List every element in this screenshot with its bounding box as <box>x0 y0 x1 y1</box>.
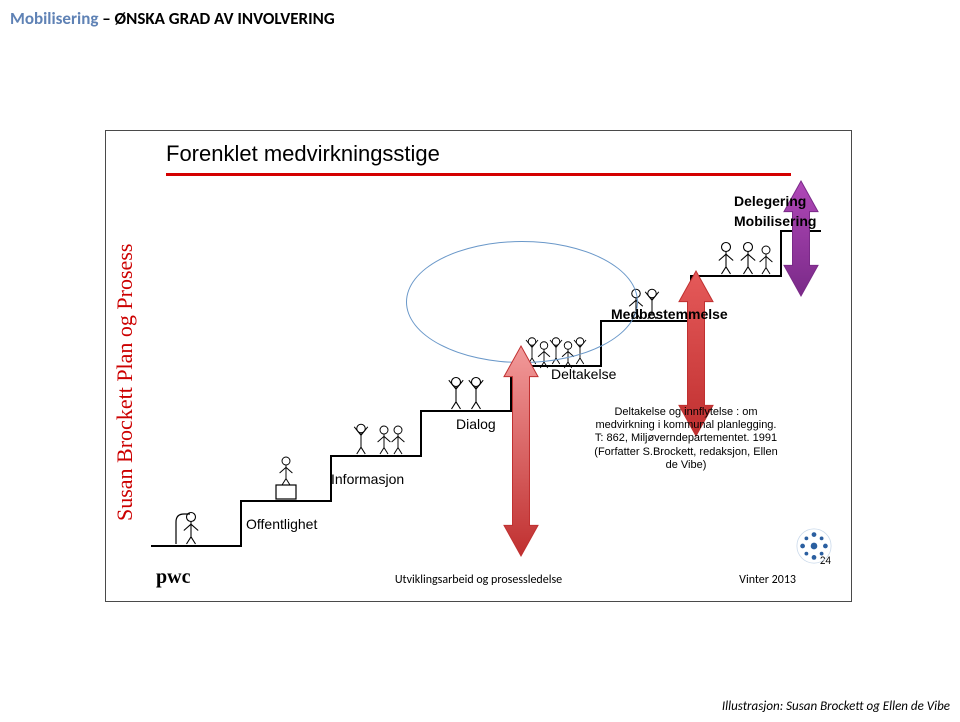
step-label-informasjon: Informasjon <box>331 471 404 487</box>
page-title-first: Mobilisering <box>10 8 98 29</box>
vertical-axis-label: Susan Brockett Plan og Prosess <box>112 244 138 521</box>
step-label-dialog: Dialog <box>456 416 496 432</box>
page-title-dash: – <box>98 8 114 29</box>
figure-underline <box>166 173 791 176</box>
figure-title: Forenklet medvirkningsstige <box>166 141 440 167</box>
step-label-deltakelse: Deltakelse <box>551 366 616 382</box>
footer-right: Vinter 2013 <box>739 573 796 587</box>
step-label-mobilisering: Mobilisering <box>734 213 816 229</box>
illustration-credit: Illustrasjon: Susan Brockett og Ellen de… <box>722 699 950 714</box>
page-title-rest: ØNSKA GRAD AV INVOLVERING <box>115 8 335 29</box>
step-label-medbestemmelse: Medbestemmelse <box>611 306 728 322</box>
logo-icon <box>795 527 833 565</box>
step-label-offentlighet: Offentlighet <box>246 516 317 532</box>
page-title: Mobilisering – ØNSKA GRAD AV INVOLVERING <box>10 8 335 29</box>
staircase-svg <box>151 186 821 556</box>
center-red-arrow <box>502 344 540 558</box>
step-label-delegering: Delegering <box>734 193 806 209</box>
reference-text: Deltakelse og innflytelse : om medvirkni… <box>591 406 781 472</box>
figure-frame: Forenklet medvirkningsstige Susan Brocke… <box>105 130 852 602</box>
